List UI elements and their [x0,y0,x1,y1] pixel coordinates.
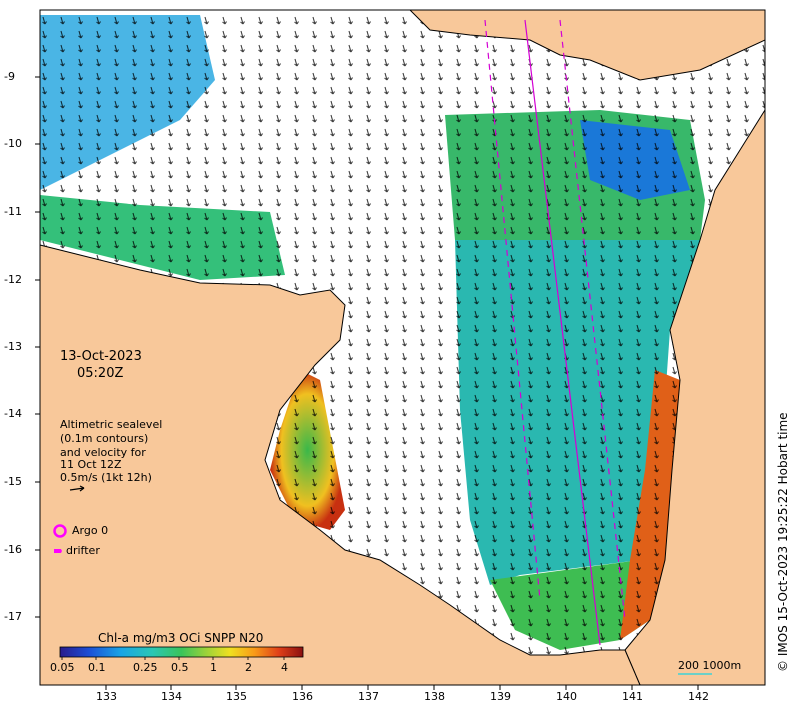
land-layer [39,9,766,686]
lon-tick-label: 138 [424,690,445,703]
track-line-1 [484,19,541,601]
lat-tick-label: -12 [4,273,22,286]
colorbar-ticks [61,657,285,660]
drifter-legend-label: drifter [66,544,100,557]
lon-tick-label: 139 [490,690,511,703]
track-line-3 [559,19,626,621]
lat-tick-label: -15 [4,475,22,488]
land-northern-territory [39,244,641,686]
lon-tick-label: 133 [96,690,117,703]
velocity-scale-arrow [69,485,85,492]
velocity-legend-line: and velocity for [60,446,146,459]
colorbar [59,646,304,658]
lat-tick-label: -13 [4,340,22,353]
lat-tick-label: -10 [4,137,22,150]
lon-tick-label: 136 [292,690,313,703]
colorbar-tick-label: 0.25 [133,661,158,674]
lon-tick-label: 135 [226,690,247,703]
lat-tick-label: -11 [4,205,22,218]
drifter-marker-icon [54,549,62,553]
lon-tick-label: 142 [688,690,709,703]
colorbar-tick-label: 4 [281,661,288,674]
track-line-2 [524,19,601,646]
lon-tick-label: 141 [622,690,643,703]
imos-credit: © IMOS 15-Oct-2023 19:25:22 Hobart time [776,412,790,672]
axis-ticks [35,76,699,690]
velocity-legend-line: Altimetric sealevel [60,418,163,431]
lat-tick-label: -14 [4,407,22,420]
lat-tick-label: -16 [4,543,22,556]
colorbar-title: Chl-a mg/m3 OCi SNPP N20 [98,631,264,645]
colorbar-tick-label: 0.1 [88,661,106,674]
velocity-legend-line: 0.5m/s (1kt 12h) [60,471,152,484]
date-label: 13-Oct-2023 [60,349,142,364]
colorbar-tick-label: 1 [210,661,217,674]
lat-tick-label: -17 [4,610,22,623]
satellite-tracks [484,19,626,646]
scale-label: 200 1000m [678,659,742,672]
colorbar-tick-label: 0.5 [171,661,189,674]
colorbar-tick-label: 0.05 [50,661,75,674]
velocity-legend-line: 11 Oct 12Z [60,458,122,471]
argo-marker-icon [53,524,67,538]
lat-tick-label: -9 [4,70,15,83]
lon-tick-label: 134 [161,690,182,703]
argo-legend-label: Argo 0 [72,524,109,537]
lon-tick-label: 140 [556,690,577,703]
velocity-legend-line: (0.1m contours) [60,432,149,445]
colorbar-tick-label: 2 [245,661,252,674]
lon-tick-label: 137 [358,690,379,703]
time-label: 05:20Z [77,366,124,381]
